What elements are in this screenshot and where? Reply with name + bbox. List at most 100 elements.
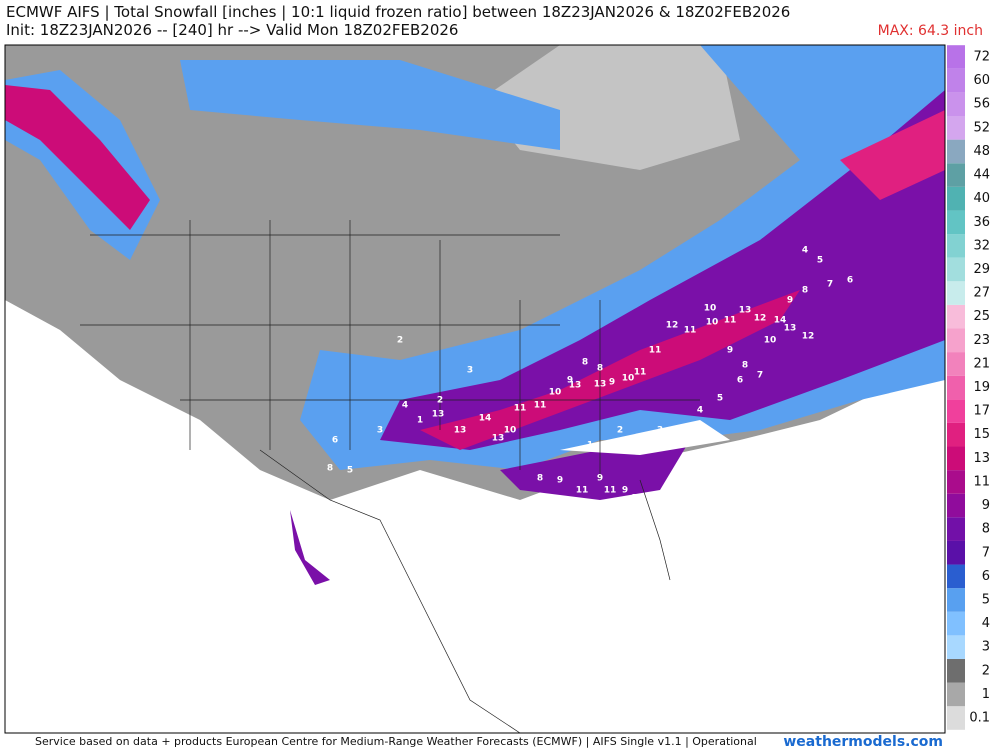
colorbar-label: 1 <box>982 687 990 702</box>
snow-blue-north <box>180 60 560 150</box>
point-label: 10 <box>764 336 777 346</box>
point-label: 11 <box>514 404 527 414</box>
colorbar-label: 6 <box>982 569 990 584</box>
point-label: 9 <box>597 474 603 484</box>
point-label: 1 <box>417 416 423 426</box>
subtitle: Init: 18Z23JAN2026 -- [240] hr --> Valid… <box>6 21 458 39</box>
snow-purple <box>380 90 945 450</box>
point-label: 10 <box>706 318 719 328</box>
point-label: 11 <box>724 316 737 326</box>
point-label: 4 <box>697 406 703 416</box>
point-label: 13 <box>594 380 607 390</box>
colorbar-label: 40 <box>973 191 990 206</box>
point-label: 13 <box>492 434 505 444</box>
colorbar-swatch <box>947 658 965 683</box>
colorbar-label: 60 <box>973 73 990 88</box>
point-label: 8 <box>327 464 333 474</box>
colorbar-swatch <box>947 446 965 471</box>
colorbar-label: 32 <box>973 238 990 253</box>
colorbar-swatch <box>947 517 965 541</box>
point-label: 12 <box>754 314 767 324</box>
colorbar: 0.11234567891113151719212325272932364044… <box>947 45 990 730</box>
point-label: 11 <box>634 368 647 378</box>
point-label: 11 <box>684 326 697 336</box>
colorbar-label: 48 <box>973 144 990 159</box>
point-label: 3 <box>467 366 473 376</box>
point-label: 6 <box>332 436 338 446</box>
colorbar-swatch <box>947 281 965 305</box>
colorbar-label: 29 <box>973 262 990 277</box>
colorbar-label: 23 <box>973 333 990 348</box>
colorbar-swatch <box>947 234 965 258</box>
colorbar-swatch <box>947 564 965 589</box>
colorbar-label: 8 <box>982 522 990 537</box>
colorbar-swatch <box>947 257 965 282</box>
colorbar-swatch <box>947 682 965 707</box>
title: ECMWF AIFS | Total Snowfall [inches | 10… <box>6 3 790 21</box>
snow-free-south <box>560 420 730 455</box>
colorbar-label: 17 <box>973 404 990 419</box>
point-label: 14 <box>479 414 492 424</box>
point-label: 11 <box>534 401 547 411</box>
point-label: 2 <box>617 426 623 436</box>
snow-magenta <box>420 290 800 450</box>
point-label: 6 <box>847 276 853 286</box>
colorbar-swatch <box>947 328 965 353</box>
point-label: 9 <box>557 476 563 486</box>
point-label: 1 <box>587 441 593 451</box>
point-label: 8 <box>597 364 603 374</box>
colorbar-label: 21 <box>973 356 990 371</box>
point-label: 6 <box>737 376 743 386</box>
point-label: 12 <box>802 332 815 342</box>
colorbar-label: 52 <box>973 120 990 135</box>
colorbar-swatch <box>947 210 965 235</box>
max-label: MAX: 64.3 inch <box>878 23 983 39</box>
snow-pink-west <box>5 85 150 230</box>
colorbar-swatch <box>947 588 965 612</box>
point-label: 10 <box>704 304 717 314</box>
colorbar-label: 7 <box>982 545 990 560</box>
point-label: 2 <box>437 396 443 406</box>
point-label: 3 <box>377 426 383 436</box>
point-label: 7 <box>827 280 833 290</box>
point-label: 4 <box>802 246 808 256</box>
colorbar-label: 36 <box>973 215 990 230</box>
credit: Service based on data + products Europea… <box>35 735 757 748</box>
colorbar-swatch <box>947 68 965 93</box>
colorbar-label: 9 <box>982 498 990 513</box>
point-label: 12 <box>666 321 679 331</box>
point-label: 10 <box>622 374 635 384</box>
point-label: 10 <box>549 388 562 398</box>
colorbar-label: 15 <box>973 427 990 442</box>
point-label: 8 <box>742 361 748 371</box>
map <box>5 45 945 733</box>
colorbar-label: 5 <box>982 592 990 607</box>
point-label: 11 <box>604 486 617 496</box>
point-label: 7 <box>632 494 638 504</box>
point-label: 11 <box>576 486 589 496</box>
colorbar-label: 27 <box>973 286 990 301</box>
snow-pink-ne <box>840 110 945 200</box>
colorbar-label: 72 <box>973 50 990 65</box>
point-label: 13 <box>432 410 445 420</box>
map-frame <box>4 44 946 734</box>
colorbar-swatch <box>947 45 965 69</box>
site: weathermodels.com <box>783 734 943 750</box>
colorbar-label: 25 <box>973 309 990 324</box>
colorbar-label: 11 <box>973 474 990 489</box>
colorbar-swatch <box>947 304 965 329</box>
colorbar-label: 4 <box>982 616 990 631</box>
colorbar-swatch <box>947 540 965 565</box>
no-snow-south <box>5 450 945 733</box>
colorbar-swatch <box>947 352 965 376</box>
colorbar-label: 56 <box>973 97 990 112</box>
point-label: 5 <box>347 466 353 476</box>
colorbar-label: 44 <box>973 168 990 183</box>
colorbar-swatch <box>947 422 965 447</box>
snow-mexico <box>290 510 330 585</box>
point-label: 8 <box>582 358 588 368</box>
point-label: 13 <box>569 381 582 391</box>
colorbar-label: 19 <box>973 380 990 395</box>
point-label: 5 <box>817 256 823 266</box>
